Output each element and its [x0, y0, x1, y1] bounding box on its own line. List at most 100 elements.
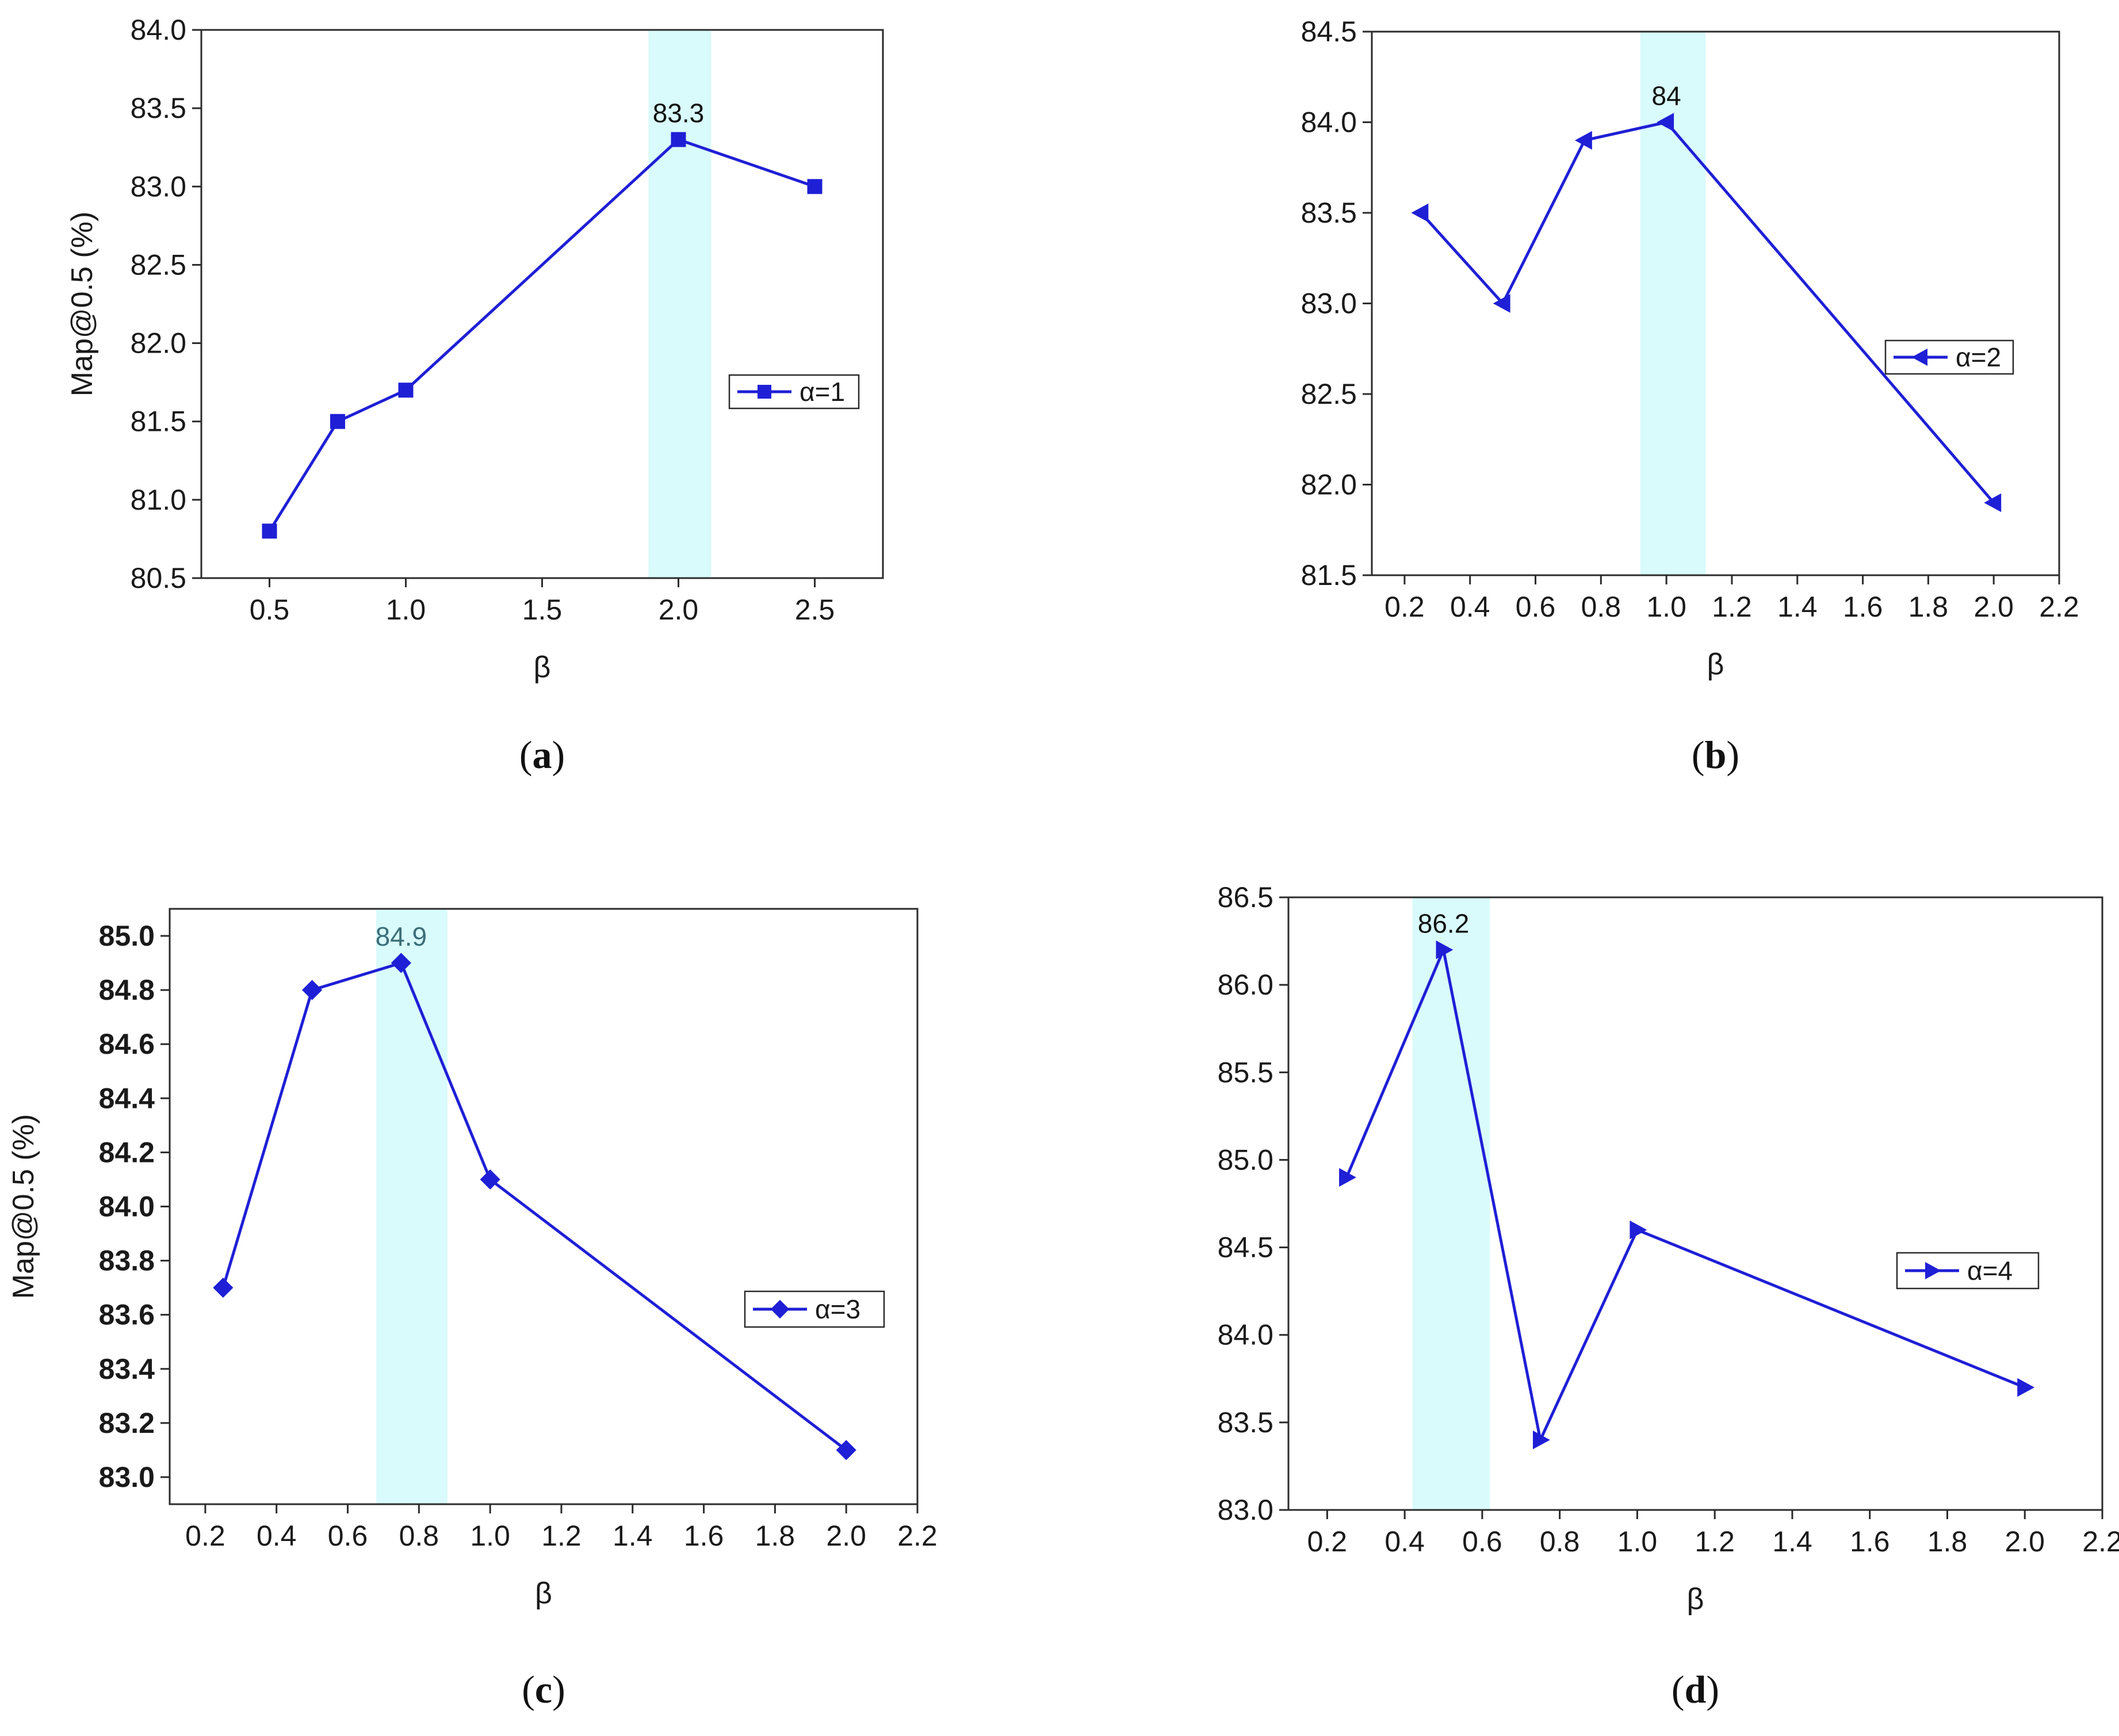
x-tick-label: 2.0	[826, 1520, 866, 1552]
plot-frame	[1287, 896, 2103, 1511]
y-tick-label: 84.2	[99, 1136, 155, 1168]
data-point	[1493, 294, 1510, 313]
x-tick-label: 0.4	[1384, 1525, 1425, 1558]
x-tick-label: 0.6	[1516, 591, 1556, 623]
x-tick-label: 0.4	[257, 1520, 297, 1552]
x-tick-label: 2.5	[795, 594, 835, 626]
y-tick-label: 80.5	[131, 562, 186, 594]
panel-caption: (a)	[519, 733, 565, 777]
y-tick-label: 82.0	[131, 327, 186, 360]
peak-annotation: 84	[1652, 81, 1681, 111]
x-tick-label: 1.2	[1695, 1525, 1735, 1558]
x-tick-label: 0.5	[250, 594, 290, 626]
legend: α=4	[1896, 1252, 2040, 1290]
x-tick-label: 2.2	[897, 1520, 938, 1552]
y-tick-label: 85.0	[99, 920, 155, 952]
x-tick-label: 1.8	[755, 1520, 795, 1552]
data-point	[1984, 493, 2002, 513]
x-tick-label: 0.2	[1307, 1525, 1348, 1558]
legend-marker	[1925, 1262, 1941, 1279]
plot-frame	[1371, 30, 2060, 576]
y-tick-label: 81.5	[1301, 559, 1357, 591]
y-tick-label: 82.0	[1301, 469, 1357, 501]
legend-marker	[758, 385, 771, 399]
legend-marker	[770, 1299, 790, 1319]
x-tick-label: 1.0	[386, 594, 426, 626]
highlight-band	[1412, 897, 1490, 1510]
x-tick-label: 1.2	[541, 1520, 582, 1552]
y-tick-label: 83.5	[131, 92, 186, 124]
x-tick-label: 2.0	[659, 594, 699, 626]
data-point	[836, 1440, 856, 1460]
y-tick-label: 85.5	[1218, 1056, 1273, 1088]
x-tick-label: 1.0	[1617, 1525, 1658, 1558]
y-tick-label: 82.5	[1301, 378, 1357, 410]
legend: α=3	[744, 1290, 885, 1328]
data-point	[1532, 1431, 1550, 1450]
y-axis-title: Map@0.5 (%)	[66, 212, 99, 397]
legend-label: α=1	[800, 377, 845, 407]
x-tick-label: 1.4	[1772, 1525, 1812, 1558]
highlight-band	[648, 30, 712, 578]
panel-caption: (b)	[1692, 733, 1739, 777]
x-axis-title: β	[1687, 1582, 1704, 1616]
legend-label: α=3	[815, 1294, 860, 1324]
x-tick-label: 1.4	[1777, 591, 1818, 623]
x-tick-label: 0.6	[328, 1520, 368, 1552]
chart-b: 81.5 82.0 82.5 83.0 83.5 84.0 84.5 0.2 0.4 0.6 0.8…	[1301, 16, 2079, 777]
plot-frame	[200, 29, 884, 579]
legend: α=1	[728, 374, 860, 410]
y-tick-label: 84.4	[99, 1082, 155, 1114]
x-tick-label: 1.8	[1908, 591, 1949, 623]
y-tick-label: 83.0	[99, 1461, 155, 1493]
legend-box	[1896, 1252, 2040, 1290]
x-tick-label: 1.4	[613, 1520, 653, 1552]
plot-frame	[169, 908, 919, 1505]
chart-d: 83.0 83.5 84.0 84.5 85.0 85.5 86.0 86.5 0.2 0.4 0.…	[1218, 881, 2119, 1711]
x-tick-label: 2.2	[2039, 591, 2079, 623]
data-point	[1630, 1220, 1647, 1240]
data-point	[671, 132, 686, 147]
data-point	[807, 179, 823, 194]
data-point	[1574, 131, 1592, 150]
y-tick-label: 83.0	[1218, 1494, 1273, 1526]
series-line	[268, 138, 816, 532]
y-tick-label: 83.5	[1218, 1406, 1273, 1439]
panel-caption: (d)	[1672, 1668, 1719, 1711]
y-tick-label: 86.0	[1218, 969, 1273, 1001]
y-tick-label: 84.5	[1301, 16, 1357, 48]
y-tick-label: 83.4	[99, 1353, 155, 1385]
data-point	[480, 1169, 500, 1190]
x-tick-label: 0.2	[1384, 591, 1425, 623]
y-tick-label: 83.8	[99, 1245, 155, 1277]
y-tick-label: 83.0	[131, 170, 186, 202]
x-tick-label: 0.2	[185, 1520, 225, 1552]
x-tick-label: 0.8	[399, 1520, 439, 1552]
x-tick-label: 2.0	[1973, 591, 2014, 623]
peak-annotation: 83.3	[653, 98, 705, 128]
x-tick-label: 1.0	[470, 1520, 510, 1552]
x-tick-label: 1.6	[1843, 591, 1883, 623]
x-tick-label: 1.5	[522, 594, 563, 626]
x-tick-label: 0.8	[1581, 591, 1621, 623]
data-point	[398, 383, 414, 398]
y-tick-label: 84.0	[1301, 106, 1357, 139]
y-tick-label: 81.5	[131, 406, 186, 438]
y-tick-label: 81.0	[131, 484, 186, 516]
x-tick-label: 2.0	[2005, 1525, 2045, 1558]
peak-annotation: 86.2	[1418, 908, 1470, 938]
x-tick-label: 2.2	[2082, 1525, 2119, 1558]
x-axis-title: β	[1707, 648, 1724, 681]
data-point	[213, 1278, 234, 1298]
legend: α=2	[1884, 339, 2014, 375]
data-point	[1339, 1168, 1356, 1187]
data-point	[1657, 113, 1674, 132]
y-tick-label: 83.6	[99, 1299, 155, 1331]
y-tick-label: 82.5	[131, 248, 186, 281]
y-tick-label: 84.0	[99, 1191, 155, 1223]
series-line	[1420, 121, 1995, 504]
y-axis-title: Map@0.5 (%)	[7, 1114, 40, 1299]
y-tick-label: 84.0	[131, 14, 186, 46]
y-tick-label: 83.2	[99, 1407, 155, 1439]
